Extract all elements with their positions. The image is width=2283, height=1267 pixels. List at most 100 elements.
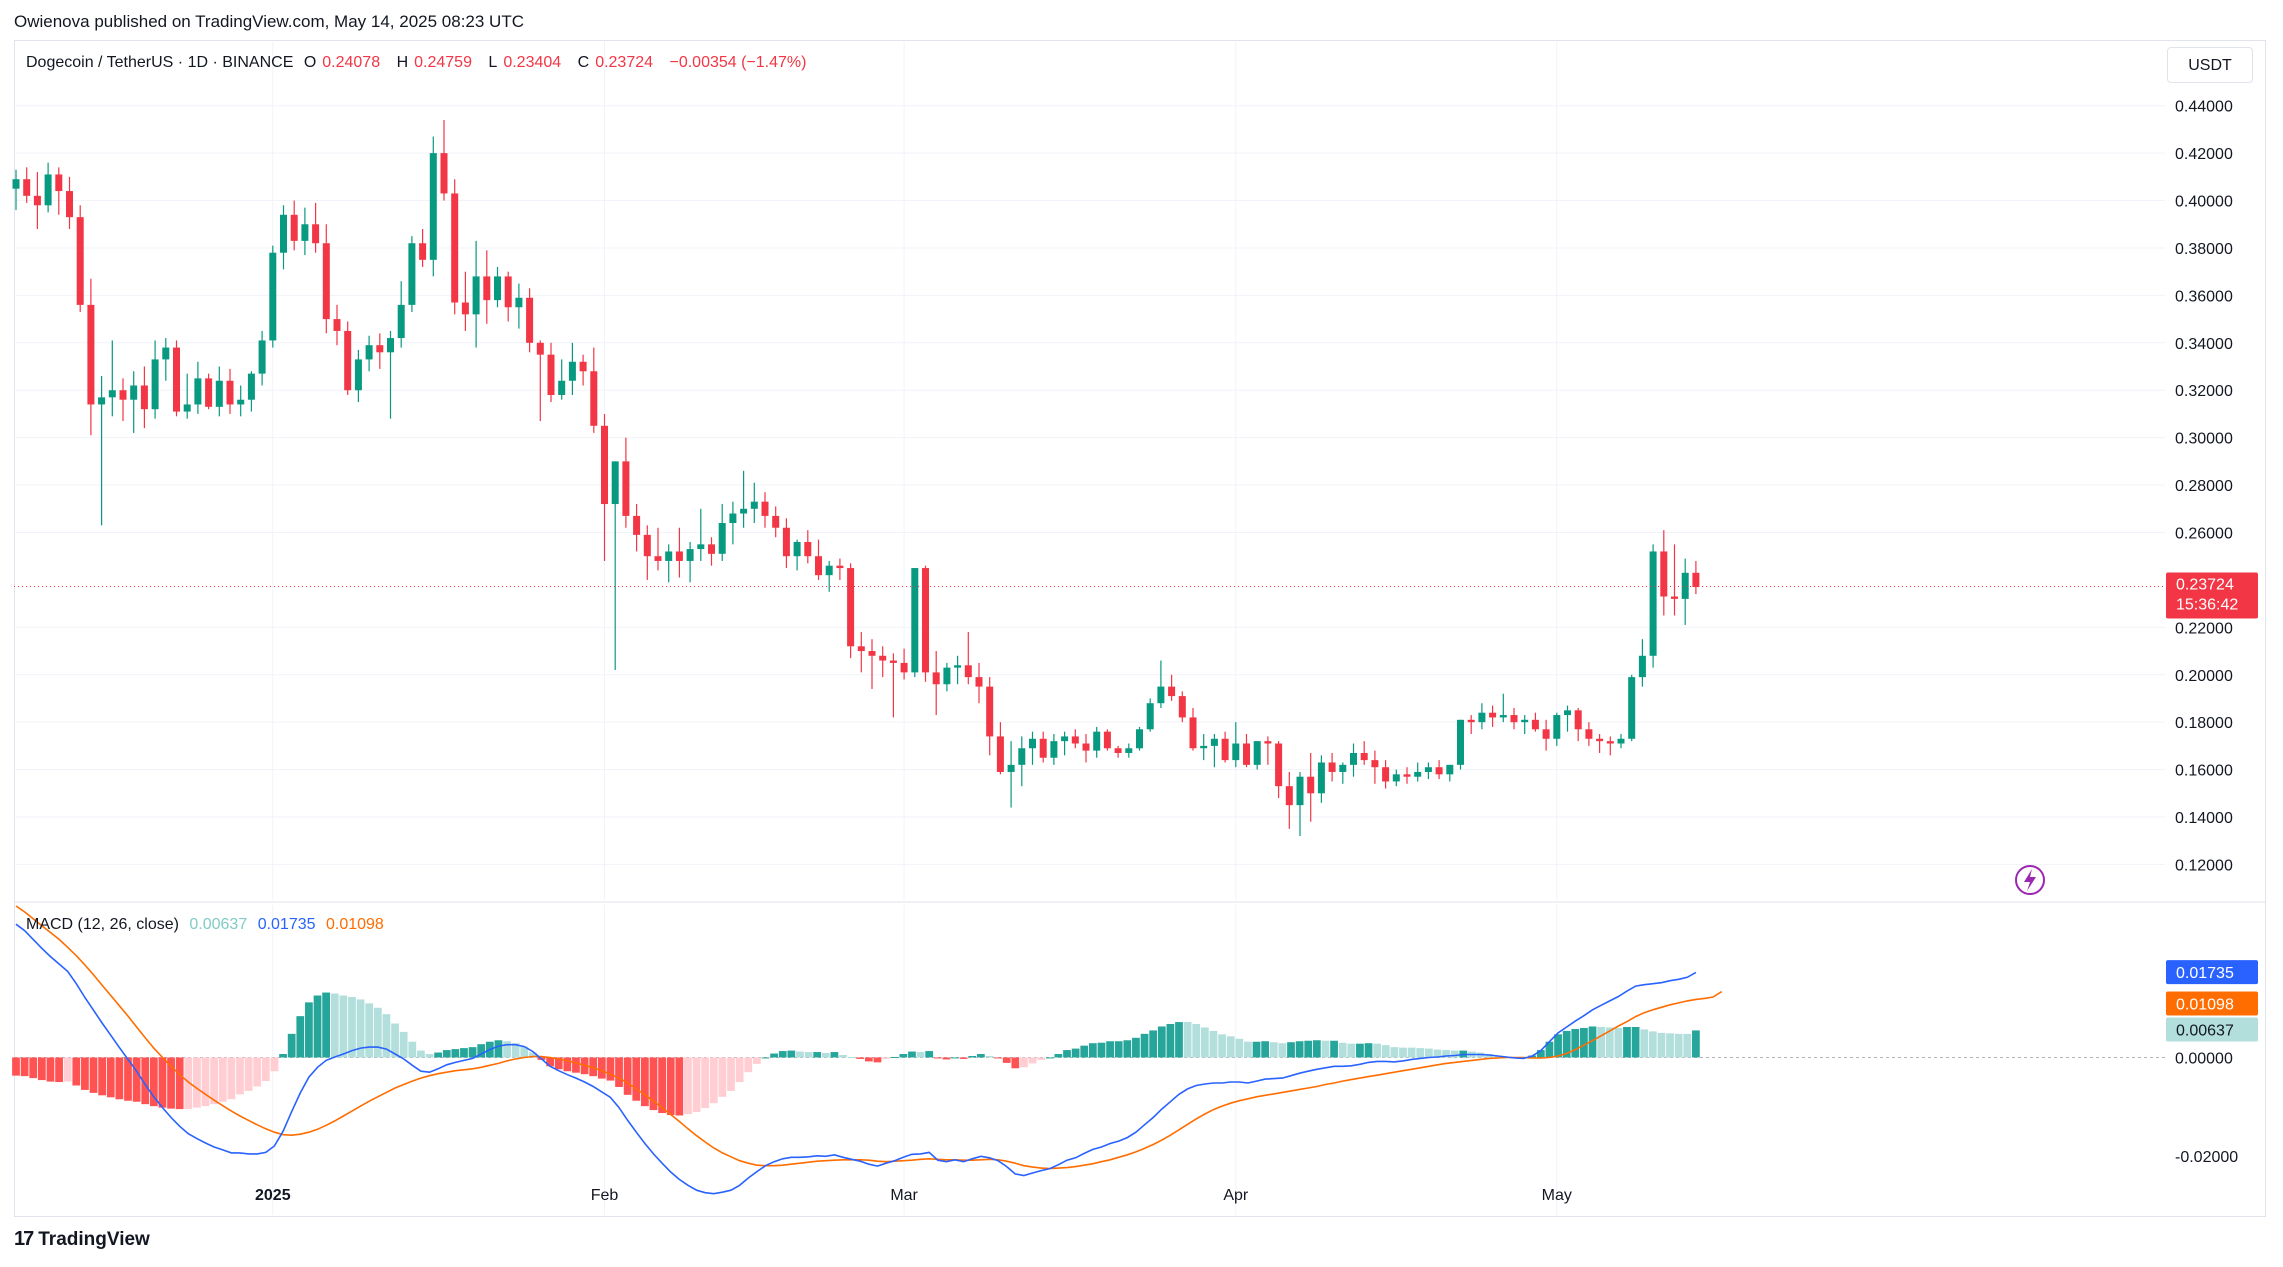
macd-title[interactable]: MACD (12, 26, close) <box>26 916 179 933</box>
candle-body[interactable] <box>547 354 555 395</box>
candle-body[interactable] <box>1082 743 1090 751</box>
candle-body[interactable] <box>1285 786 1293 806</box>
candle-body[interactable] <box>408 243 416 305</box>
candle-body[interactable] <box>718 523 726 554</box>
candle-body[interactable] <box>269 252 277 341</box>
candle-body[interactable] <box>1018 748 1026 765</box>
candle-body[interactable] <box>494 276 501 301</box>
candle-body[interactable] <box>1328 762 1336 772</box>
candle-body[interactable] <box>1446 764 1454 775</box>
candle-body[interactable] <box>911 568 919 673</box>
candle-body[interactable] <box>1510 715 1518 723</box>
candle-body[interactable] <box>429 153 437 260</box>
candle-body[interactable] <box>12 179 20 189</box>
candle-body[interactable] <box>66 191 73 218</box>
candle-body[interactable] <box>237 399 245 405</box>
candle-body[interactable] <box>1039 738 1047 758</box>
candle-body[interactable] <box>1157 686 1165 704</box>
candle-body[interactable] <box>1029 738 1036 749</box>
candle-body[interactable] <box>793 541 801 557</box>
candle-body[interactable] <box>568 361 576 381</box>
candle-body[interactable] <box>247 373 255 400</box>
candle-body[interactable] <box>1232 743 1240 761</box>
symbol-title[interactable]: Dogecoin / TetherUS · 1D · BINANCE <box>26 54 294 71</box>
candle-body[interactable] <box>622 461 630 516</box>
candle-body[interactable] <box>558 380 566 395</box>
candle-body[interactable] <box>1585 729 1593 739</box>
candle-body[interactable] <box>1638 655 1646 678</box>
candle-body[interactable] <box>1553 715 1561 739</box>
candle-body[interactable] <box>376 345 384 353</box>
candle-body[interactable] <box>1125 748 1133 753</box>
candle-body[interactable] <box>611 461 619 505</box>
candle-body[interactable] <box>1649 551 1657 656</box>
candle-body[interactable] <box>1007 764 1015 772</box>
candle-body[interactable] <box>665 551 673 561</box>
candle-body[interactable] <box>1692 572 1700 588</box>
candle-body[interactable] <box>1168 686 1176 697</box>
candle-body[interactable] <box>1671 596 1678 599</box>
candle-body[interactable] <box>943 667 951 685</box>
candle-body[interactable] <box>1478 712 1486 723</box>
candle-body[interactable] <box>483 276 491 301</box>
candle-body[interactable] <box>1296 776 1304 806</box>
candle-body[interactable] <box>87 304 95 405</box>
candle-body[interactable] <box>900 662 908 673</box>
candle-body[interactable] <box>1264 741 1272 744</box>
candle-body[interactable] <box>526 297 534 343</box>
candle-body[interactable] <box>708 544 715 554</box>
candle-body[interactable] <box>782 527 790 557</box>
candle-body[interactable] <box>922 568 929 673</box>
candle-body[interactable] <box>1114 748 1122 753</box>
candle-body[interactable] <box>290 214 298 241</box>
candle-body[interactable] <box>889 660 897 663</box>
candle-body[interactable] <box>633 515 641 535</box>
candle-body[interactable] <box>1424 767 1432 772</box>
candle-body[interactable] <box>461 302 469 315</box>
candle-body[interactable] <box>1457 719 1464 765</box>
candle-body[interactable] <box>954 665 962 668</box>
candle-body[interactable] <box>1596 738 1604 742</box>
candle-body[interactable] <box>1307 776 1315 794</box>
candle-body[interactable] <box>536 342 544 355</box>
candle-body[interactable] <box>1606 741 1614 744</box>
candle-body[interactable] <box>1574 710 1582 730</box>
candle-body[interactable] <box>654 556 662 561</box>
candle-body[interactable] <box>183 404 191 412</box>
candle-body[interactable] <box>226 380 234 405</box>
candle-body[interactable] <box>55 174 63 192</box>
candle-body[interactable] <box>1071 736 1079 744</box>
candle-body[interactable] <box>440 153 448 194</box>
candle-body[interactable] <box>130 385 138 400</box>
candle-body[interactable] <box>312 224 320 244</box>
candle-body[interactable] <box>515 297 523 308</box>
candle-body[interactable] <box>836 565 844 569</box>
candle-body[interactable] <box>173 347 180 412</box>
candle-body[interactable] <box>868 651 876 656</box>
candle-body[interactable] <box>601 425 608 505</box>
candle-body[interactable] <box>1392 774 1400 782</box>
candle-body[interactable] <box>205 378 213 407</box>
candle-body[interactable] <box>964 665 972 678</box>
candle-body[interactable] <box>1243 743 1250 765</box>
candle-body[interactable] <box>365 345 373 360</box>
candle-body[interactable] <box>215 380 223 407</box>
candle-body[interactable] <box>108 390 116 398</box>
candle-body[interactable] <box>1617 738 1625 744</box>
candle-body[interactable] <box>33 195 41 206</box>
candle-body[interactable] <box>1339 764 1347 772</box>
candle-body[interactable] <box>1103 731 1111 749</box>
candle-body[interactable] <box>397 304 405 339</box>
candle-body[interactable] <box>686 549 694 561</box>
candle-body[interactable] <box>451 193 459 303</box>
candle-body[interactable] <box>140 385 148 410</box>
candle-body[interactable] <box>740 508 748 514</box>
candle-body[interactable] <box>1360 752 1368 761</box>
candle-body[interactable] <box>1467 719 1475 723</box>
candle-body[interactable] <box>44 174 52 206</box>
candle-body[interactable] <box>1146 703 1154 730</box>
candle-body[interactable] <box>1210 738 1218 746</box>
candle-body[interactable] <box>151 359 159 410</box>
candle-body[interactable] <box>1136 729 1143 749</box>
